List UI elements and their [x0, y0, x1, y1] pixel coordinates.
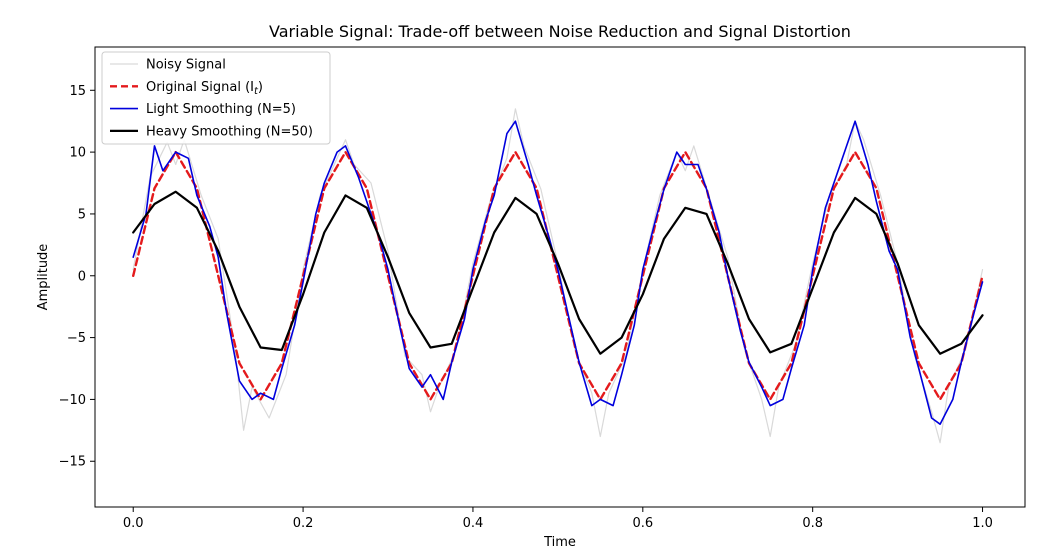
plot-area — [131, 108, 984, 444]
y-tick-label: 10 — [69, 146, 86, 161]
x-tick-label: 0.0 — [123, 516, 144, 531]
legend-label: Light Smoothing (N=5) — [146, 102, 296, 117]
legend-label: Original Signal (It) — [146, 80, 263, 97]
y-tick-label: 5 — [78, 207, 86, 222]
y-axis-label: Amplitude — [36, 244, 51, 311]
x-tick-label: 0.6 — [632, 516, 653, 531]
axes: 0.0 0.2 0.4 0.6 0.8 1.0 −15 −10 −5 0 5 10 15 — [59, 46, 1026, 531]
axes-frame — [94, 46, 1026, 508]
y-tick-label: 15 — [69, 84, 86, 99]
y-tick-label: 0 — [78, 269, 86, 284]
y-tick-label: −5 — [67, 331, 86, 346]
x-tick-label: 0.8 — [802, 516, 823, 531]
y-tick-label: −15 — [59, 455, 86, 470]
legend: Noisy Signal Original Signal (It) Light Sm… — [101, 51, 331, 145]
chart-title: Variable Signal: Trade-off between Noise… — [269, 22, 851, 41]
legend-label: Noisy Signal — [146, 58, 226, 73]
legend-label: Heavy Smoothing (N=50) — [146, 124, 313, 139]
y-tick-label: −10 — [59, 393, 86, 408]
x-axis-label: Time — [543, 535, 576, 546]
x-tick-label: 0.2 — [293, 516, 314, 531]
series-line-4 — [132, 190, 984, 355]
x-tick-label: 1.0 — [972, 516, 993, 531]
legend-box — [101, 51, 331, 145]
x-tick-label: 0.4 — [463, 516, 484, 531]
series-line-2 — [131, 150, 984, 401]
series-line-3 — [132, 120, 984, 426]
